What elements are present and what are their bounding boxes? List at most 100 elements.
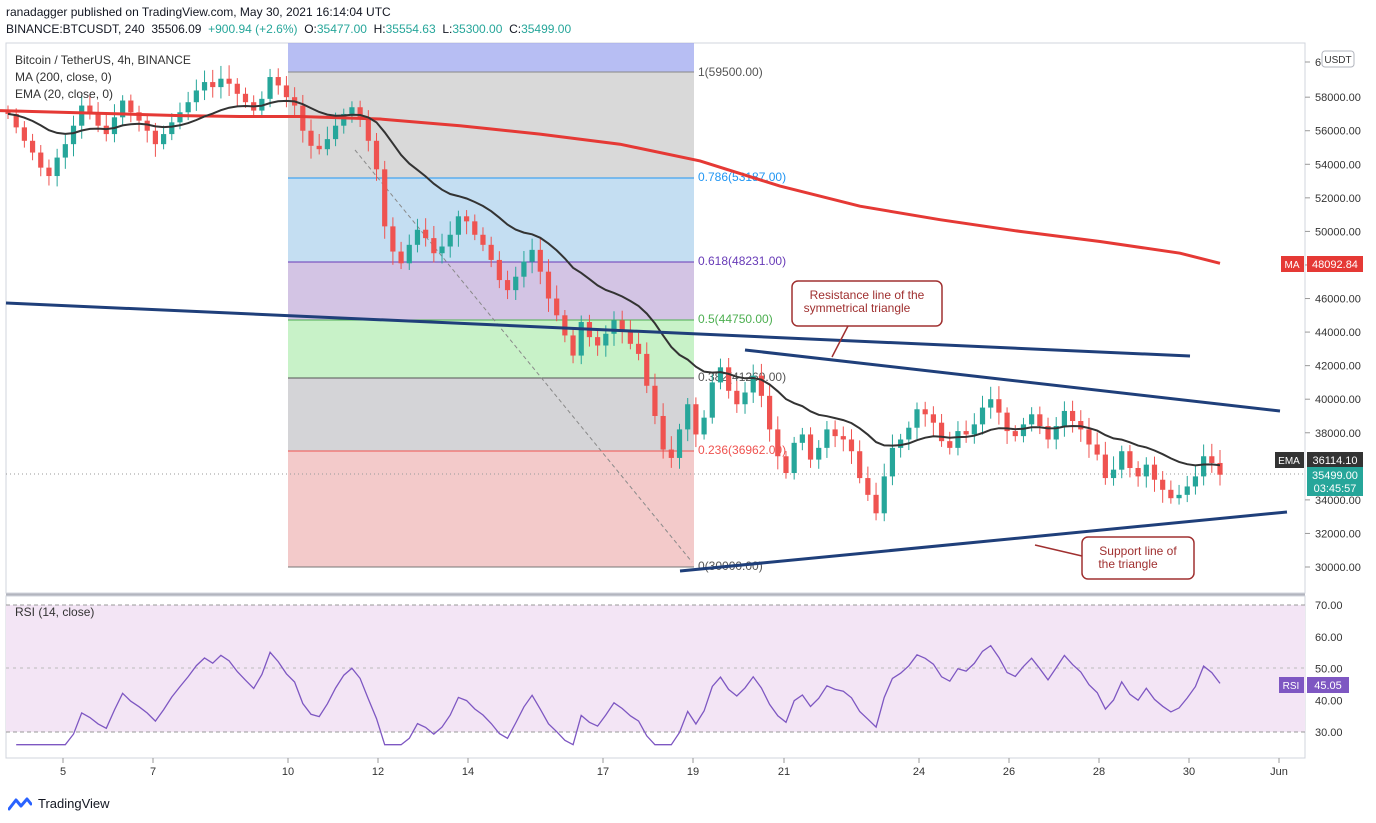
candle-body	[1061, 410, 1068, 427]
candle-body	[316, 145, 322, 150]
candle-body	[349, 107, 355, 114]
last-price: 35506.09	[151, 22, 202, 36]
candle-body	[1201, 456, 1207, 477]
time-tick-label: 17	[597, 766, 609, 778]
price-tick-label: 42000.00	[1315, 361, 1361, 373]
price-tick-label: 58000.00	[1315, 92, 1361, 104]
candle-body	[627, 330, 633, 344]
candle-body	[1069, 410, 1076, 422]
tradingview-logo-icon	[8, 797, 32, 810]
fib-retracement[interactable]: 1(59500.00) 0.786(53187.00) 0.618(48231.…	[288, 43, 786, 573]
candle-body	[562, 315, 568, 336]
time-tick-label: Jun	[1270, 766, 1288, 778]
candle-body	[283, 85, 290, 98]
low-label: L:	[442, 22, 453, 36]
candle-body	[29, 140, 36, 153]
price-axis[interactable]: 6 58000.00 56000.00 54000.00 52000.00 50000.0…	[1305, 57, 1361, 574]
candle-body	[979, 407, 986, 425]
low-value: 35300.00	[452, 22, 503, 36]
usdt-badge-label: USDT	[1324, 55, 1351, 66]
candle-body	[1086, 429, 1092, 445]
candle-body	[87, 105, 93, 114]
candle-body	[554, 298, 560, 316]
candle-body	[201, 82, 208, 91]
candle-body	[406, 244, 412, 264]
tradingview-footer[interactable]: TradingView	[8, 796, 110, 811]
candle-body	[889, 447, 896, 477]
symbol-label: BINANCE:BTCUSDT, 240	[6, 22, 145, 36]
candle-body	[1004, 412, 1010, 432]
high-label: H:	[373, 22, 386, 36]
fib-label-0236: 0.236(36962.00)	[698, 443, 786, 457]
time-tick-label: 12	[372, 766, 384, 778]
candle-body	[726, 367, 732, 391]
candle-body	[1012, 431, 1018, 437]
ema-tag-value: 36114.10	[1312, 455, 1357, 467]
candle-body	[1020, 424, 1027, 437]
candle-body	[1151, 464, 1158, 480]
support-callout[interactable]: Support line of the triangle	[1034, 536, 1195, 580]
candle-body	[1053, 426, 1059, 440]
candle-body	[120, 100, 126, 118]
time-axis[interactable]: 5 7 10 12 14 17 19 21 24 26 28 30 Jun	[60, 758, 1288, 778]
price-tick-label: 30000.00	[1315, 562, 1361, 574]
ma-tag-value: 48092.84	[1312, 259, 1358, 271]
price-tick-label: 38000.00	[1315, 428, 1361, 440]
candle-body	[275, 77, 281, 86]
support-line[interactable]	[679, 510, 1288, 573]
candle-body	[611, 320, 617, 334]
candle-body	[373, 140, 380, 170]
resistance-line[interactable]	[744, 348, 1281, 413]
candle-body	[177, 112, 183, 123]
candle-body	[766, 395, 773, 430]
publisher-line: ranadagger published on TradingView.com,…	[6, 5, 391, 19]
candle-body	[971, 424, 977, 435]
candle-body	[848, 439, 855, 452]
candle-body	[1135, 468, 1141, 477]
candle-body	[1209, 456, 1215, 463]
candle-body	[234, 83, 240, 94]
chart-svg[interactable]: 1(59500.00) 0.786(53187.00) 0.618(48231.…	[0, 0, 1376, 790]
candle-body	[914, 409, 920, 428]
usdt-badge: USDT	[1321, 50, 1355, 68]
candle-body	[1045, 426, 1051, 440]
ema-20-line	[7, 99, 1221, 467]
candle-body	[1176, 494, 1182, 499]
candle-body	[324, 139, 330, 150]
rsi-line	[16, 644, 1221, 746]
candle-body	[652, 385, 658, 416]
candle-body	[906, 427, 912, 440]
candle-body	[537, 249, 543, 272]
ma-200-line	[0, 109, 1221, 265]
candle-body	[13, 113, 19, 128]
price-tick-label: 46000.00	[1315, 294, 1361, 306]
candle-body	[382, 169, 388, 227]
rsi-tag-value: 45.05	[1314, 680, 1342, 692]
time-tick-label: 24	[913, 766, 925, 778]
rsi-axis[interactable]: 70.00 60.00 50.00 40.00 30.00	[1315, 600, 1343, 739]
candle-body	[603, 333, 609, 346]
candle-body	[1102, 454, 1108, 479]
candle-body	[1192, 476, 1199, 487]
time-tick-label: 21	[778, 766, 790, 778]
candle-body	[824, 429, 830, 448]
candle-body	[488, 244, 494, 260]
candle-body	[701, 417, 707, 435]
candle-body	[1217, 462, 1223, 475]
candle-body	[570, 335, 576, 356]
resistance-callout[interactable]: Resistance line of the symmetrical trian…	[791, 280, 943, 358]
candle-body	[750, 375, 756, 393]
candle-body	[226, 78, 232, 84]
rsi-value-tag: RSI 45.05	[1279, 677, 1349, 693]
candle-body	[668, 449, 674, 458]
price-change: +900.94 (+2.6%)	[208, 22, 298, 36]
candle-body	[1119, 451, 1125, 470]
rsi-tick-label: 30.00	[1315, 727, 1343, 739]
close-label: C:	[509, 22, 522, 36]
time-tick-label: 14	[462, 766, 474, 778]
candle-body	[1078, 421, 1084, 430]
symbol-ohlc-line: BINANCE:BTCUSDT, 240 35506.09 +900.94 (+…	[6, 22, 571, 36]
candle-body	[111, 117, 118, 135]
candle-body	[332, 125, 339, 140]
upper-trendline[interactable]	[5, 301, 1191, 358]
